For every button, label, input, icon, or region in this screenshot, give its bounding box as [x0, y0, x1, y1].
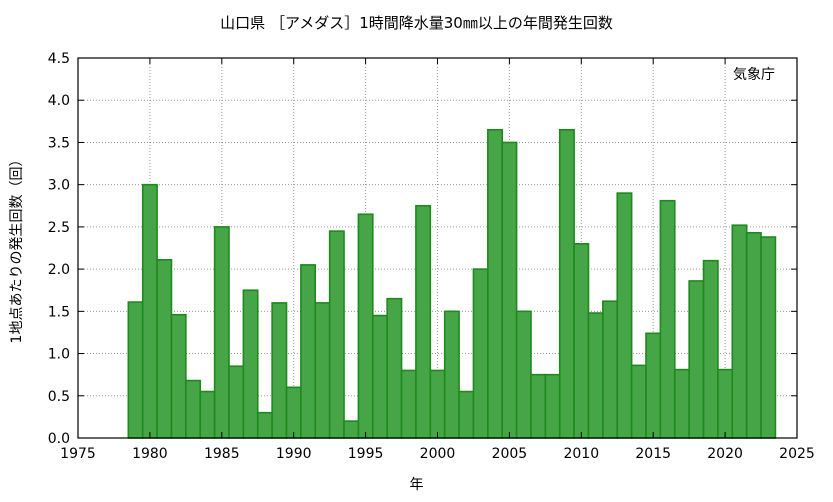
x-tick-label: 1980	[132, 446, 168, 462]
x-tick-label: 1995	[348, 446, 384, 462]
bar-1980	[141, 183, 158, 439]
x-tick-label: 2010	[563, 446, 599, 462]
bar-1993	[328, 230, 345, 439]
x-tick-label: 1975	[60, 446, 96, 462]
x-tick-label: 2005	[492, 446, 528, 462]
x-axis-label: 年	[409, 477, 424, 493]
bar-2014	[630, 364, 647, 439]
y-tick-label: 4.0	[48, 93, 70, 109]
bar-2023	[760, 236, 777, 439]
bar-2006	[515, 310, 532, 439]
x-tick-label: 2015	[635, 446, 671, 462]
bar-1985	[213, 226, 230, 439]
y-tick-label: 0.0	[48, 431, 70, 447]
bar-1999	[415, 204, 432, 439]
bar-1994	[343, 420, 360, 439]
bar-2007	[530, 373, 547, 439]
bar-2009	[558, 128, 575, 439]
bar-2019	[702, 259, 719, 439]
bar-1981	[156, 259, 173, 439]
bar-1986	[228, 365, 245, 439]
bar-2015	[645, 332, 662, 439]
y-axis-label: 1地点あたりの発生回数（回）	[9, 152, 25, 344]
x-tick-label: 2000	[420, 446, 456, 462]
bar-2004	[487, 128, 504, 439]
bar-1988	[256, 411, 273, 439]
x-tick-label: 1985	[204, 446, 240, 462]
bar-1996	[371, 314, 388, 439]
y-tick-label: 1.5	[48, 304, 70, 320]
bar-2017	[673, 368, 690, 439]
bar-1983	[185, 379, 202, 439]
bar-2000	[429, 369, 446, 439]
bar-1997	[386, 297, 403, 439]
bar-1989	[271, 302, 288, 439]
chart-title: 山口県 ［アメダス］1時間降水量30㎜以上の年間発生回数	[220, 14, 613, 32]
bar-1984	[199, 390, 216, 439]
bar-2018	[688, 280, 705, 439]
bar-2011	[587, 312, 604, 439]
bar-2008	[544, 373, 561, 439]
bar-2005	[501, 141, 518, 439]
bar-2002	[458, 390, 475, 439]
bar-2021	[731, 224, 748, 439]
bar-2013	[616, 192, 633, 439]
y-tick-label: 2.5	[48, 220, 70, 236]
y-tick-label: 2.0	[48, 262, 70, 278]
bar-2010	[573, 242, 590, 439]
y-tick-label: 3.5	[48, 135, 70, 151]
bar-2020	[717, 368, 734, 439]
bar-1991	[300, 264, 317, 439]
bar-1995	[357, 213, 374, 439]
bar-2012	[602, 300, 619, 439]
bar-1979	[127, 301, 144, 439]
bar-1998	[400, 369, 417, 439]
bar-1990	[285, 386, 302, 439]
x-tick-label: 1990	[276, 446, 312, 462]
y-tick-label: 0.5	[48, 389, 70, 405]
y-tick-label: 4.5	[48, 51, 70, 67]
bar-1982	[170, 313, 187, 439]
bar-2003	[472, 268, 489, 439]
bar-2001	[443, 310, 460, 439]
source-annotation: 気象庁	[733, 67, 775, 83]
bar-2016	[659, 199, 676, 439]
y-tick-label: 3.0	[48, 178, 70, 194]
x-tick-label: 2025	[779, 446, 815, 462]
y-tick-label: 1.0	[48, 347, 70, 363]
bar-2022	[745, 232, 762, 439]
x-tick-label: 2020	[707, 446, 743, 462]
bar-1992	[314, 302, 331, 439]
bar-1987	[242, 289, 259, 439]
